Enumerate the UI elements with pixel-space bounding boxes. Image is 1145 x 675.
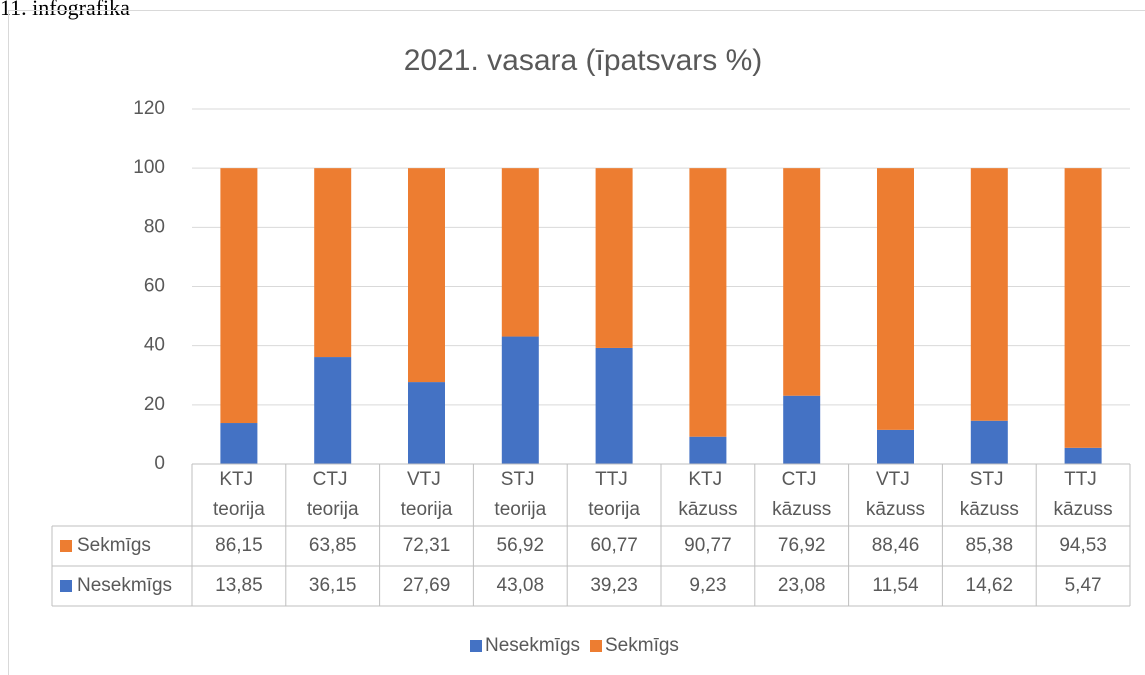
data-label: 94,53 [1059,535,1107,556]
legend-key [60,580,72,592]
row-label: Nesekmīgs [77,575,172,596]
data-label: 13,85 [215,575,263,596]
x-tick-label: TTJ teorija [588,469,640,520]
bar-segment [595,168,633,348]
row-label: Sekmīgs [77,535,151,556]
data-label: 72,31 [403,535,451,556]
x-tick-label: CTJ kāzuss [772,469,831,520]
bar-segment [220,168,258,424]
y-tick-label: 0 [154,453,165,474]
data-label: 60,77 [590,535,638,556]
data-label: 90,77 [684,535,732,556]
data-label: 43,08 [497,575,545,596]
data-label: 36,15 [309,575,357,596]
x-tick-label: KTJ teorija [213,469,265,520]
x-tick-label: VTJ teorija [401,469,453,520]
bar-segment [689,436,727,464]
data-label: 23,08 [778,575,826,596]
data-label: 14,62 [966,575,1014,596]
data-label: 85,38 [966,535,1014,556]
data-label: 63,85 [309,535,357,556]
x-tick-label: KTJ kāzuss [678,469,737,520]
bar-segment [501,336,539,464]
x-tick-label: STJ teorija [494,469,546,520]
data-label: 76,92 [778,535,826,556]
data-label: 11,54 [872,575,919,596]
legend-key [60,540,72,552]
legend-label: Sekmīgs [605,635,679,656]
data-label: 86,15 [215,535,263,556]
x-tick-label: TTJ kāzuss [1054,469,1113,520]
bar-segment [220,423,258,464]
chart-border [8,10,1145,675]
bar-segment [595,347,633,464]
bar-segment [783,395,821,464]
bar-segment [501,168,539,337]
bar-segment [783,168,821,396]
y-tick-label: 80 [144,216,165,237]
bar-segment [1064,447,1102,464]
legend-key [470,640,482,652]
bar-segment [877,168,914,430]
x-tick-label: VTJ kāzuss [866,469,925,520]
data-label: 9,23 [689,575,726,596]
bar-segment [1064,168,1102,448]
legend-key [590,640,602,652]
data-label: 56,92 [497,535,545,556]
legend-label: Nesekmīgs [485,635,580,656]
bar-segment [970,420,1008,464]
data-label: 39,23 [590,575,638,596]
bar-segment [314,168,352,358]
bar-segment [408,382,445,464]
y-tick-label: 60 [144,276,165,297]
bar-segment [877,429,914,464]
y-tick-label: 40 [144,335,165,356]
x-tick-label: CTJ teorija [307,469,359,520]
data-label: 27,69 [403,575,451,596]
bar-segment [408,168,445,383]
x-tick-label: STJ kāzuss [960,469,1019,520]
chart-title: 2021. vasara (īpatsvars %) [404,44,763,77]
y-tick-label: 120 [133,98,165,119]
bar-segment [314,357,352,464]
data-label: 88,46 [872,535,920,556]
data-label: 5,47 [1065,575,1102,596]
y-tick-label: 100 [133,157,165,178]
bar-segment [689,168,727,437]
bar-segment [970,168,1008,421]
y-tick-label: 20 [144,394,165,415]
